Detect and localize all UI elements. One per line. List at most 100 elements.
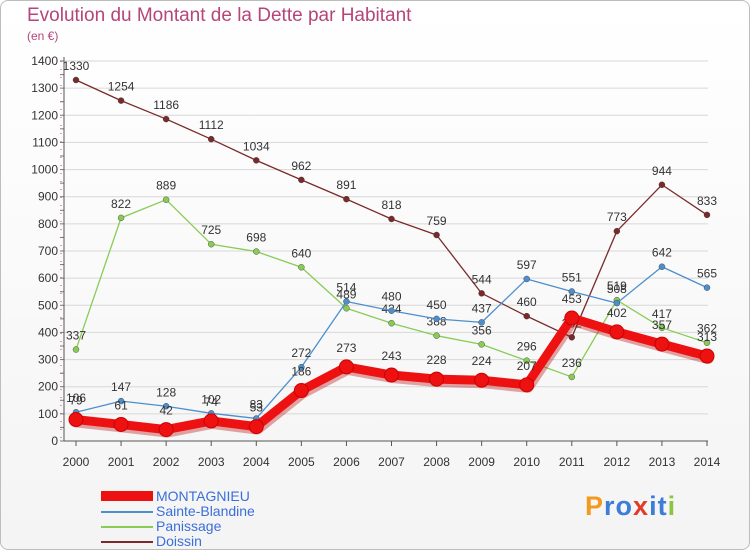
data-label: 642 (652, 246, 672, 260)
data-point (523, 275, 530, 283)
y-tick-label: 400 (38, 325, 58, 339)
data-label: 236 (562, 356, 582, 370)
y-tick-label: 700 (38, 244, 58, 258)
legend-item: Doissin (101, 533, 361, 549)
data-point (523, 357, 530, 364)
data-point (478, 290, 485, 297)
data-label: 1254 (108, 80, 135, 94)
data-label: 1330 (63, 59, 90, 73)
data-point (433, 231, 440, 239)
legend-label: Panissage (156, 518, 222, 534)
data-point (338, 359, 354, 375)
legend-item: Sainte-Blandine (101, 503, 361, 519)
data-point (388, 307, 395, 314)
data-label: 224 (472, 354, 492, 368)
logo-letter: t (657, 491, 668, 521)
data-label: 42 (159, 404, 173, 418)
x-tick-label: 2013 (649, 455, 676, 469)
data-point (433, 332, 440, 339)
data-point (117, 97, 125, 104)
legend-label: MONTAGNIEU (156, 488, 250, 504)
data-point (564, 310, 580, 326)
data-label: 889 (156, 179, 176, 193)
data-label: 243 (381, 349, 401, 363)
data-point (248, 419, 264, 435)
data-point (703, 339, 711, 346)
data-label: 228 (427, 353, 447, 367)
y-tick-label: 100 (38, 407, 58, 421)
logo-letter: x (633, 491, 650, 521)
data-label: 460 (517, 295, 537, 309)
data-point (703, 211, 711, 219)
logo-letter: P (585, 491, 605, 521)
data-point (478, 341, 485, 348)
legend-item: Panissage (101, 518, 361, 534)
data-label: 106 (66, 391, 86, 405)
logo-letter: i (649, 491, 658, 521)
data-label: 944 (652, 164, 672, 178)
data-label: 357 (652, 318, 672, 332)
data-point (162, 115, 170, 123)
data-point (699, 348, 715, 364)
y-tick-label: 800 (38, 217, 58, 231)
data-point (158, 422, 174, 438)
data-label: 759 (427, 214, 447, 228)
data-point (568, 334, 575, 341)
legend-item: MONTAGNIEU (101, 488, 361, 504)
data-label: 698 (246, 231, 266, 245)
x-tick-label: 2002 (153, 455, 180, 469)
data-label: 551 (562, 270, 582, 284)
data-label: 597 (517, 258, 537, 272)
data-point (384, 367, 399, 383)
logo-letter: i (667, 491, 677, 521)
data-label: 489 (336, 287, 356, 301)
y-tick-label: 0 (51, 434, 58, 448)
data-label: 773 (607, 210, 627, 224)
x-tick-label: 2009 (468, 455, 495, 469)
data-label: 296 (517, 340, 537, 354)
y-tick-label: 600 (38, 271, 58, 285)
data-point (117, 397, 125, 405)
data-label: 818 (381, 198, 401, 212)
y-tick-label: 900 (38, 190, 58, 204)
data-label: 207 (517, 359, 537, 373)
data-label: 417 (652, 307, 672, 321)
data-point (298, 176, 305, 184)
data-label: 83 (250, 397, 264, 411)
data-label: 450 (427, 298, 447, 312)
data-point (162, 403, 170, 410)
x-tick-label: 2007 (378, 455, 405, 469)
data-label: 962 (291, 159, 311, 173)
data-point (117, 214, 125, 222)
data-point (658, 263, 666, 270)
data-label: 891 (336, 178, 356, 192)
legend-swatch (101, 526, 153, 528)
data-label: 362 (697, 322, 717, 336)
x-tick-label: 2011 (559, 455, 585, 469)
y-tick-label: 200 (38, 380, 58, 394)
x-tick-label: 2014 (694, 455, 721, 469)
data-label: 79 (69, 394, 83, 408)
unit-label: (en €) (27, 29, 59, 43)
data-point (388, 215, 395, 223)
legend-label: Doissin (156, 533, 202, 549)
data-label: 514 (336, 280, 356, 294)
data-label: 313 (697, 330, 717, 344)
data-label: 519 (607, 279, 627, 293)
data-point (613, 299, 621, 307)
data-label: 453 (562, 292, 582, 306)
data-label: 725 (201, 223, 221, 237)
data-label: 74 (205, 395, 219, 409)
data-point (298, 264, 305, 271)
data-label: 640 (291, 246, 311, 260)
data-point (68, 412, 84, 428)
y-tick-label: 1100 (32, 135, 58, 149)
data-point (613, 227, 621, 235)
data-point (658, 324, 666, 332)
proxiti-logo: Proxiti (585, 491, 676, 522)
data-point (658, 181, 666, 188)
data-label: 480 (381, 290, 401, 304)
data-point (253, 157, 260, 164)
